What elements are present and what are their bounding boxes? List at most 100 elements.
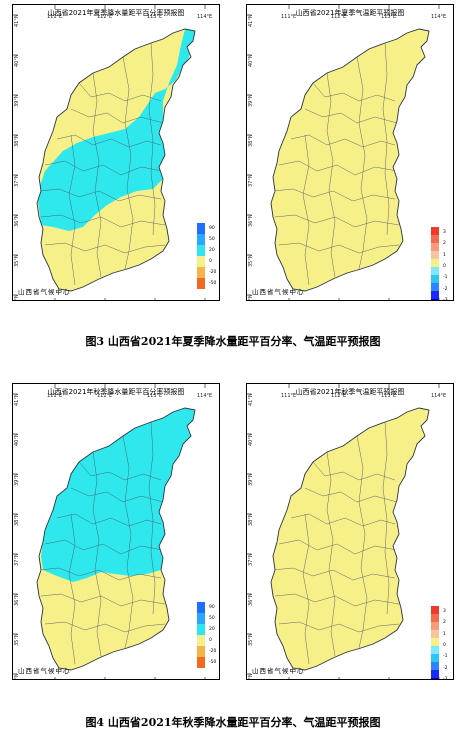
legend-swatch [197, 624, 205, 635]
color-legend: 3 2 1 0 -1 -2 -3 [431, 227, 448, 300]
lat-tick-label: 38°N [248, 513, 254, 526]
color-legend: 90 50 20 0 -20 -50 [197, 223, 216, 289]
county-borders [38, 42, 166, 286]
legend-swatch [431, 614, 439, 622]
legend-swatch [197, 635, 205, 646]
legend-swatch [431, 267, 439, 275]
legend-label: -1 [443, 275, 448, 281]
legend-swatch [431, 259, 439, 267]
legend-label: -2 [443, 286, 448, 292]
province-outline [36, 407, 196, 671]
legend-swatch [431, 243, 439, 251]
lon-tick-label: 111°E [47, 14, 63, 20]
legend-label: -3 [443, 298, 448, 301]
map-panel-autumn-temp: 山西省2021年秋季气温距平预报图 山西省气候中心 111°E 112°E 113°… [246, 383, 454, 680]
lon-tick-label: 112°E [97, 393, 113, 399]
lat-tick-label: 37°N [14, 174, 20, 187]
lat-tick-label: 38°N [14, 134, 20, 147]
county-borders [272, 42, 400, 286]
lon-tick-label: 114°E [197, 14, 213, 20]
legend-label: -20 [209, 648, 217, 654]
positive-anomaly-zone [41, 408, 195, 582]
color-legend: 90 50 20 0 -20 -50 [197, 602, 216, 668]
legend-label: 1 [443, 631, 446, 637]
lat-tick-label: 36°N [248, 214, 254, 227]
legend-swatch [431, 291, 439, 299]
lon-tick-label: 112°E [331, 393, 347, 399]
lat-tick-label: 41°N [248, 14, 254, 27]
lat-tick-label: 41°N [14, 393, 20, 406]
lat-tick-label: 37°N [248, 553, 254, 566]
province-outline [270, 28, 430, 292]
legend-swatch [197, 278, 205, 289]
positive-anomaly-zone [37, 29, 195, 231]
map-credit: 山西省气候中心 [252, 288, 305, 296]
lat-tick-label: 40°N [14, 54, 20, 67]
figure-caption-3: 图3 山西省2021年夏季降水量距平百分率、气温距平预报图 [85, 335, 381, 348]
legend-swatch [197, 245, 205, 256]
figure-caption-4: 图4 山西省2021年秋季降水量距平百分率、气温距平预报图 [85, 716, 381, 729]
legend-swatch [431, 622, 439, 630]
legend-swatch [431, 630, 439, 638]
legend-label: 2 [443, 620, 446, 626]
legend-swatch [197, 657, 205, 668]
legend-label: -50 [209, 659, 217, 665]
county-borders [38, 421, 166, 665]
legend-swatch [431, 299, 439, 300]
legend-swatch [197, 613, 205, 624]
shanxi-map [247, 5, 440, 300]
legend-swatch [197, 256, 205, 267]
lat-tick-label: 41°N [14, 14, 20, 27]
province-outline [36, 28, 196, 292]
lon-tick-label: 111°E [47, 393, 63, 399]
legend-swatch [431, 606, 439, 614]
lat-tick-label: 35°N [14, 254, 20, 267]
county-borders [272, 421, 400, 665]
lat-tick-label: 34°N [14, 673, 20, 680]
legend-label: 1 [443, 252, 446, 258]
legend-label: 0 [443, 264, 446, 269]
legend-label: -3 [443, 677, 448, 680]
map-panel-summer-temp: 山西省2021年夏季气温距平预报图 山西省气候中心 111°E 112°E 113°… [246, 4, 454, 301]
legend-swatch [431, 251, 439, 259]
shanxi-map [13, 5, 206, 300]
lat-tick-label: 39°N [14, 473, 20, 486]
lat-tick-label: 40°N [14, 433, 20, 446]
legend-swatch [197, 223, 205, 234]
legend-label: 0 [443, 643, 446, 648]
lat-tick-label: 39°N [248, 473, 254, 486]
lon-tick-label: 112°E [331, 14, 347, 20]
legend-swatch [431, 646, 439, 654]
lat-tick-label: 37°N [248, 174, 254, 187]
lat-tick-label: 36°N [248, 593, 254, 606]
map-panel-summer-precip: 山西省2021年夏季降水量距平百分率预报图 山西省气候中心 111°E 112°E… [12, 4, 220, 301]
lat-tick-label: 35°N [248, 254, 254, 267]
map-credit: 山西省气候中心 [252, 667, 305, 675]
province-fill [271, 408, 429, 670]
province-fill [271, 29, 429, 291]
shanxi-map [247, 384, 440, 679]
legend-label: 20 [209, 247, 215, 253]
legend-label: 50 [209, 236, 215, 242]
legend-label: 90 [209, 604, 215, 610]
legend-swatch [431, 275, 439, 283]
legend-swatch [431, 638, 439, 646]
map-title: 山西省2021年秋季气温距平预报图 [295, 388, 405, 396]
lon-tick-label: 112°E [97, 14, 113, 20]
legend-swatch [431, 227, 439, 235]
map-credit: 山西省气候中心 [18, 667, 71, 675]
legend-label: 50 [209, 615, 215, 621]
lon-tick-label: 114°E [197, 393, 213, 399]
lon-tick-label: 114°E [431, 14, 447, 20]
legend-swatch [431, 654, 439, 662]
lat-tick-label: 37°N [14, 553, 20, 566]
legend-label: 0 [209, 258, 212, 264]
lon-tick-label: 113°E [147, 393, 163, 399]
legend-swatch [431, 235, 439, 243]
map-panel-autumn-precip: 山西省2021年秋季降水量距平百分率预报图 山西省气候中心 111°E 112°E… [12, 383, 220, 680]
legend-label: -1 [443, 654, 448, 660]
legend-swatch [431, 662, 439, 670]
lon-tick-label: 113°E [381, 393, 397, 399]
legend-swatch [431, 670, 439, 678]
legend-label: 90 [209, 225, 215, 231]
